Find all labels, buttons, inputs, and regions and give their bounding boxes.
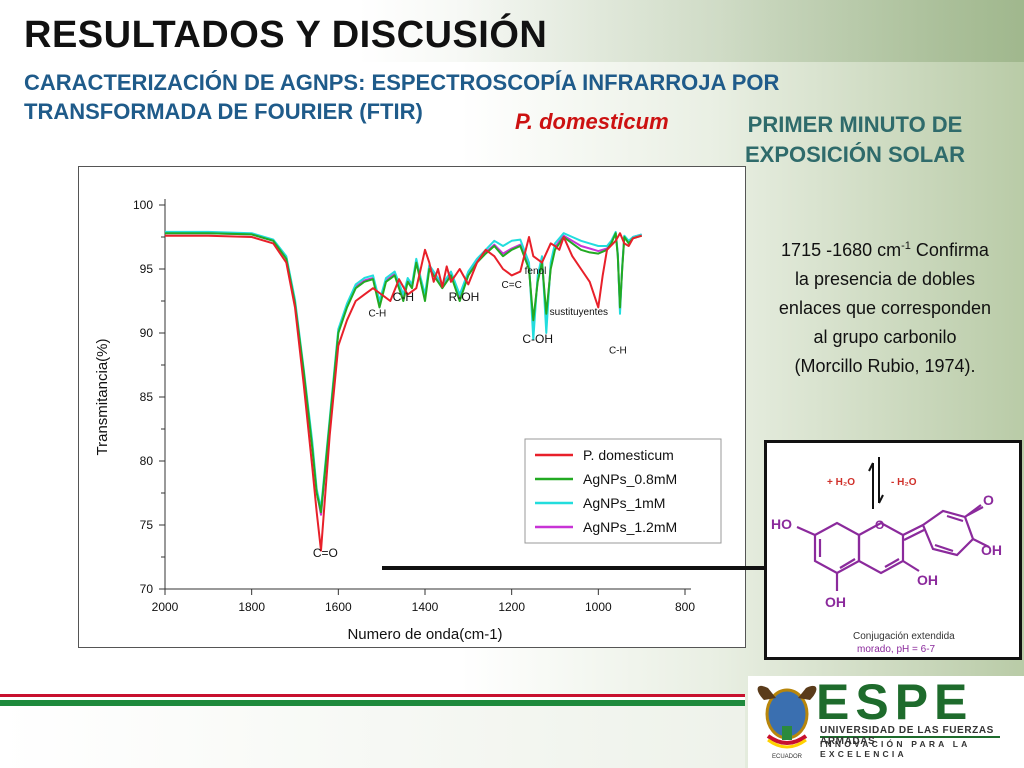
y-tick-label: 95 — [140, 262, 154, 276]
y-tick-label: 90 — [140, 326, 154, 340]
carbonyl-oxygen-label: O — [983, 492, 994, 508]
equilibrium-arrows — [868, 457, 884, 509]
hydroxyl-label-left: HO — [771, 516, 792, 532]
peak-annotation: C-H — [393, 290, 414, 304]
x-tick-label: 1000 — [585, 600, 612, 614]
footer-band — [0, 706, 745, 768]
ftir-chart-panel: 70 75 80 85 90 95 100 2000 1800 1600 1400 1200 1000 8… — [78, 166, 746, 648]
chart-legend: P. domesticum AgNPs_0.8mM AgNPs_1mM AgNPs_1… — [524, 438, 722, 544]
ftir-chart: 70 75 80 85 90 95 100 2000 1800 1600 1400 1200 1000 8… — [94, 198, 722, 643]
anthocyanin-structure: + H₂O - H₂O HO OH OH OH O O Conjugación … — [771, 457, 1002, 655]
peak-annotation: C-H — [609, 345, 627, 356]
header-band — [0, 0, 1024, 62]
chart-lines — [165, 230, 642, 552]
add-water-label: + H₂O — [827, 477, 855, 488]
legend-entry: P. domesticum — [583, 447, 674, 463]
remove-water-label: - H₂O — [891, 477, 917, 488]
x-tick-label: 800 — [675, 600, 695, 614]
molecule-caption-2: morado, pH = 6-7 — [857, 644, 936, 655]
legend-entry: AgNPs_1mM — [583, 495, 665, 511]
explanation-note: 1715 -1680 cm-1 Confirma la presencia de… — [778, 232, 992, 381]
peak-annotation: C-OH — [522, 332, 553, 346]
x-tick-label: 1200 — [498, 600, 525, 614]
molecule-bonds — [796, 504, 990, 591]
peak-annotation: fenol — [525, 266, 547, 277]
x-axis-label: Numero de onda(cm-1) — [347, 626, 502, 643]
university-name: UNIVERSIDAD DE LAS FUERZAS ARMADAS — [820, 725, 994, 747]
hydroxyl-label-ring-c: OH — [917, 572, 938, 588]
series-line — [165, 232, 642, 514]
explanation-text: Confirma la presencia de dobles enlaces … — [778, 240, 992, 376]
series-line — [165, 232, 642, 552]
chart-axes: 70 75 80 85 90 95 100 2000 1800 1600 1400 1200 1000 8… — [94, 198, 695, 643]
y-tick-label: 70 — [140, 582, 154, 596]
ring-oxygen-label: O — [875, 518, 884, 532]
x-tick-label: 2000 — [152, 600, 179, 614]
y-axis-label: Transmitancia(%) — [94, 339, 111, 456]
molecule-panel: + H₂O - H₂O HO OH OH OH O O Conjugación … — [764, 440, 1022, 660]
hydroxyl-label-bottom: OH — [825, 594, 846, 610]
y-tick-label: 75 — [140, 518, 154, 532]
peak-annotation: C=C — [502, 280, 522, 291]
legend-entry: AgNPs_1.2mM — [583, 519, 677, 535]
y-tick-label: 100 — [133, 198, 153, 212]
logo-area: ECUADOR — [748, 676, 1024, 768]
hydroxyl-label-ring-b: OH — [981, 542, 1002, 558]
national-seal-icon: ECUADOR — [757, 685, 817, 760]
seal-text: ECUADOR — [772, 754, 803, 760]
peak-annotation: R-OH — [449, 290, 480, 304]
peak-annotation: C-H — [368, 308, 386, 319]
logo-divider — [820, 736, 1000, 738]
species-label: P. domesticum — [515, 109, 669, 134]
y-tick-label: 80 — [140, 454, 154, 468]
wavenumber-unit-exponent: -1 — [901, 240, 911, 252]
exposure-label: PRIMER MINUTO DE EXPOSICIÓN SOLAR — [744, 112, 966, 167]
y-tick-label: 85 — [140, 390, 154, 404]
slide-title: RESULTADOS Y DISCUSIÓN — [24, 14, 548, 56]
legend-entry: AgNPs_0.8mM — [583, 471, 677, 487]
slide-subtitle: CARACTERIZACIÓN DE AGNPS: ESPECTROSCOPÍA… — [24, 70, 780, 124]
x-tick-label: 1800 — [238, 600, 265, 614]
wavenumber-range: 1715 -1680 cm — [781, 240, 902, 260]
molecule-caption-1: Conjugación extendida — [853, 631, 955, 642]
peak-annotation: sustituyentes — [550, 307, 608, 318]
espe-logo-text: ESPE — [816, 674, 974, 730]
peak-annotation: C=O — [313, 546, 338, 560]
legend-box — [524, 438, 722, 544]
x-tick-label: 1400 — [412, 600, 439, 614]
x-tick-label: 1600 — [325, 600, 352, 614]
footer-stripes — [0, 694, 745, 706]
university-motto: INNOVACIÓN PARA LA EXCELENCIA — [820, 739, 971, 759]
